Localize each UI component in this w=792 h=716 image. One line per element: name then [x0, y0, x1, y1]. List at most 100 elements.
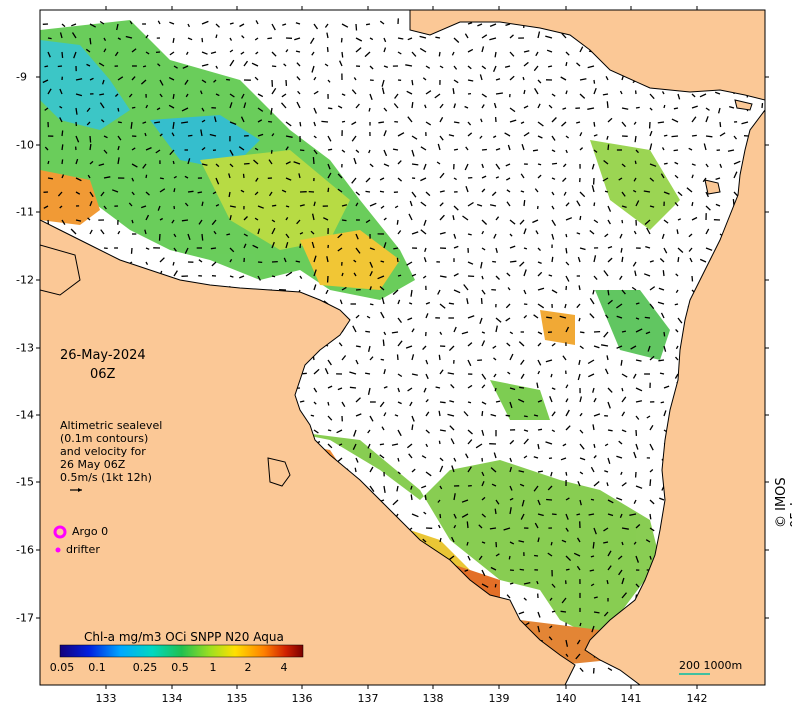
velocity-arrow [607, 513, 614, 517]
velocity-arrow [86, 63, 91, 67]
velocity-arrow [383, 37, 387, 43]
velocity-arrow [145, 34, 149, 39]
velocity-arrow [593, 87, 597, 95]
velocity-arrow [593, 345, 600, 349]
velocity-arrow [353, 77, 357, 81]
velocity-arrow [309, 37, 315, 45]
velocity-arrow [130, 121, 133, 129]
velocity-arrow [142, 121, 147, 124]
velocity-arrow [686, 187, 693, 193]
velocity-arrow [649, 260, 654, 263]
velocity-arrow [717, 107, 721, 114]
colorbar [59, 644, 304, 658]
velocity-arrow [606, 482, 609, 487]
velocity-arrow [593, 443, 596, 448]
velocity-arrow [312, 157, 315, 165]
velocity-arrow [187, 158, 191, 165]
velocity-arrow [691, 134, 697, 137]
velocity-arrow [439, 513, 442, 519]
velocity-arrow [705, 135, 713, 138]
velocity-arrow [534, 188, 539, 193]
velocity-arrow [674, 303, 679, 306]
velocity-arrow [507, 144, 511, 151]
velocity-arrow [663, 331, 666, 337]
velocity-arrow [616, 497, 623, 501]
velocity-arrow [145, 147, 152, 151]
velocity-arrow [715, 203, 721, 207]
velocity-arrow [420, 177, 427, 182]
velocity-arrow [607, 219, 611, 225]
velocity-arrow [635, 400, 643, 403]
velocity-arrow [467, 466, 472, 473]
velocity-arrow [467, 315, 475, 319]
velocity-arrow [281, 189, 287, 193]
velocity-arrow [70, 228, 77, 235]
velocity-arrow [575, 653, 581, 660]
velocity-arrow [464, 105, 469, 109]
velocity-arrow [283, 257, 287, 263]
velocity-arrow [505, 177, 511, 181]
velocity-arrow [659, 372, 665, 375]
velocity-arrow [117, 76, 124, 81]
velocity-arrow [339, 60, 343, 67]
velocity-arrow [397, 471, 401, 475]
velocity-arrow [490, 467, 497, 473]
velocity-arrow [354, 467, 357, 473]
velocity-arrow [159, 79, 164, 86]
velocity-arrow [495, 176, 500, 179]
velocity-arrow [535, 51, 539, 57]
velocity-arrow [438, 440, 441, 445]
velocity-arrow [523, 415, 528, 418]
velocity-arrow [397, 457, 400, 462]
velocity-arrow [229, 275, 234, 278]
velocity-arrow [645, 245, 651, 249]
velocity-arrow [663, 247, 668, 254]
velocity-arrow [691, 216, 698, 221]
velocity-arrow [327, 163, 331, 170]
velocity-arrow [621, 373, 628, 378]
velocity-arrow [241, 93, 245, 99]
velocity-arrow [604, 443, 609, 447]
velocity-arrow [131, 219, 134, 224]
velocity-arrow [89, 200, 93, 207]
velocity-arrow [313, 201, 316, 207]
lon-tick-label: 141 [620, 692, 642, 705]
legend-line: 26 May 06Z [60, 458, 126, 471]
velocity-arrow [579, 471, 584, 475]
velocity-arrow [633, 541, 637, 545]
velocity-arrow [61, 23, 66, 28]
velocity-arrow [87, 217, 91, 221]
velocity-arrow [489, 23, 497, 28]
velocity-arrow [565, 527, 569, 532]
velocity-arrow [405, 345, 413, 349]
velocity-arrow [551, 205, 555, 210]
velocity-arrow [495, 78, 501, 81]
velocity-arrow [565, 653, 569, 657]
velocity-arrow [453, 326, 457, 333]
velocity-arrow [228, 191, 231, 198]
velocity-arrow [240, 189, 245, 193]
velocity-arrow [604, 190, 609, 193]
velocity-arrow [523, 429, 529, 432]
velocity-arrow [534, 87, 539, 95]
velocity-arrow [365, 330, 371, 333]
lon-tick-label: 136 [291, 692, 313, 705]
velocity-arrow [383, 107, 388, 112]
velocity-arrow [355, 359, 359, 365]
velocity-arrow [397, 317, 403, 323]
velocity-arrow [383, 485, 386, 494]
velocity-arrow [761, 103, 764, 109]
velocity-arrow [410, 289, 413, 297]
velocity-arrow [131, 48, 137, 53]
velocity-arrow [61, 174, 65, 179]
velocity-arrow [268, 191, 273, 197]
velocity-arrow [452, 88, 455, 95]
velocity-arrow [200, 129, 203, 137]
velocity-arrow [492, 65, 497, 73]
velocity-arrow [411, 51, 417, 57]
velocity-arrow [337, 247, 343, 252]
velocity-arrow [565, 409, 570, 417]
velocity-arrow [576, 537, 581, 543]
velocity-arrow [285, 205, 290, 208]
velocity-arrow [481, 289, 486, 295]
